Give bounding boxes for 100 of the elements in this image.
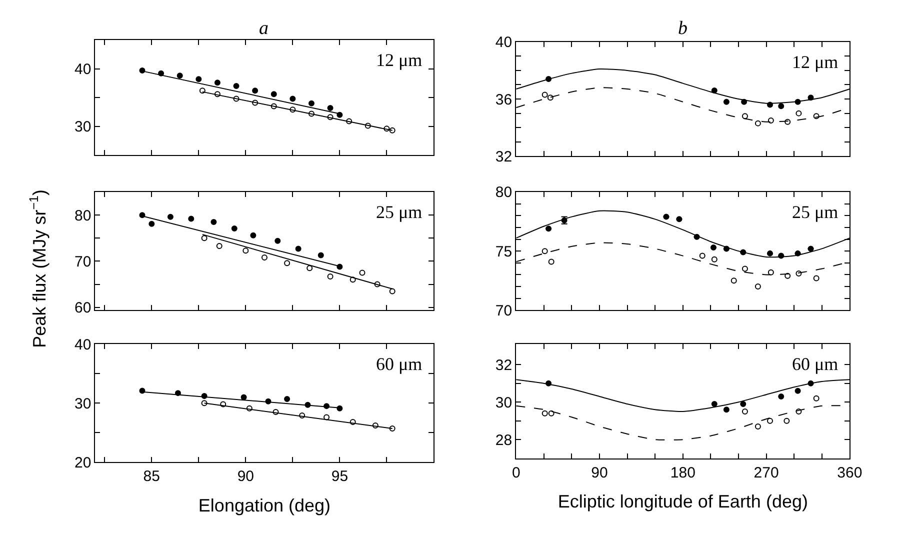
y-tick-label: 32 — [495, 148, 512, 166]
point — [308, 100, 314, 106]
point — [201, 235, 208, 242]
annotation: 25 μm — [792, 202, 838, 222]
y-tick-label: 80 — [495, 184, 512, 202]
point — [813, 395, 820, 402]
point — [699, 252, 706, 259]
y-tick-label: 32 — [495, 356, 512, 374]
point — [250, 232, 256, 238]
point — [240, 394, 247, 400]
point — [196, 76, 202, 82]
point — [711, 400, 718, 407]
point — [767, 418, 773, 424]
annotation: 60 μm — [792, 354, 838, 374]
point — [261, 254, 268, 261]
point — [233, 83, 240, 90]
point — [723, 406, 730, 413]
y-tick-label: 30 — [495, 394, 512, 412]
point — [778, 103, 784, 110]
point — [318, 252, 324, 258]
point — [548, 258, 554, 265]
point — [548, 410, 554, 416]
point — [284, 260, 290, 266]
x-tick-label: 90 — [237, 468, 254, 486]
point — [742, 408, 748, 414]
y-tick-label: 75 — [495, 243, 512, 260]
y-tick-label: 80 — [74, 207, 92, 224]
annotation: 25 μm — [376, 202, 422, 222]
point — [176, 72, 183, 79]
point — [542, 248, 548, 254]
y-tick-label: 70 — [74, 253, 92, 270]
y-tick-label: 40 — [74, 336, 92, 354]
point — [723, 98, 730, 105]
point — [768, 269, 774, 276]
point — [546, 226, 552, 232]
y-tick-label: 30 — [74, 118, 92, 136]
point — [767, 250, 773, 256]
y-tick-label: 20 — [74, 454, 92, 472]
point — [754, 284, 761, 290]
x-tick-label: 180 — [670, 464, 696, 482]
point — [754, 423, 761, 430]
point — [216, 242, 222, 249]
point — [389, 288, 396, 294]
y-tick-label: 40 — [495, 34, 512, 52]
point — [542, 92, 548, 98]
point — [794, 388, 801, 394]
point — [796, 110, 802, 116]
y-tick-label: 70 — [495, 302, 512, 320]
point — [710, 244, 716, 251]
y-tick-label: 40 — [74, 61, 92, 78]
chart-title: b — [678, 18, 688, 39]
point — [742, 113, 748, 120]
point — [359, 270, 366, 276]
point — [231, 225, 238, 232]
chart-title: a — [259, 18, 268, 39]
annotation: 12 μm — [792, 52, 838, 72]
point — [336, 112, 343, 118]
point — [813, 275, 820, 282]
point — [730, 278, 737, 284]
point — [284, 396, 290, 402]
x-tick-label: 0 — [512, 464, 520, 482]
point — [252, 88, 258, 94]
point — [808, 246, 814, 252]
x-tick-label: 90 — [591, 464, 608, 482]
point — [199, 88, 206, 94]
y-tick-label: 30 — [74, 395, 92, 412]
x-axis-title: Ecliptic longitude of Earth (deg) — [558, 491, 808, 512]
point — [148, 220, 155, 227]
x-tick-label: 95 — [331, 468, 348, 486]
annotation: 60 μm — [376, 354, 422, 374]
point — [676, 216, 682, 222]
annotation: 12 μm — [376, 50, 422, 70]
point — [754, 120, 761, 126]
point — [270, 91, 277, 98]
point — [306, 265, 313, 272]
point — [214, 80, 220, 86]
point — [167, 214, 174, 220]
point — [542, 410, 548, 416]
point — [327, 273, 334, 280]
y-tick-label: 60 — [74, 300, 92, 317]
point — [663, 214, 670, 220]
point — [188, 216, 194, 222]
point — [336, 405, 343, 412]
point — [740, 400, 746, 407]
point — [711, 256, 718, 262]
point — [778, 393, 784, 400]
point — [290, 96, 296, 102]
x-axis-title: Elongation (deg) — [198, 495, 331, 516]
point — [210, 218, 217, 225]
point — [742, 266, 748, 272]
point — [295, 246, 302, 252]
point — [327, 104, 334, 111]
x-tick-label: 85 — [143, 468, 160, 486]
y-tick-label: 28 — [495, 432, 512, 449]
y-tick-label: 36 — [495, 91, 512, 108]
point — [784, 418, 790, 424]
x-tick-label: 360 — [837, 464, 862, 482]
point — [768, 117, 774, 124]
x-tick-label: 270 — [754, 464, 779, 482]
point — [242, 248, 249, 254]
